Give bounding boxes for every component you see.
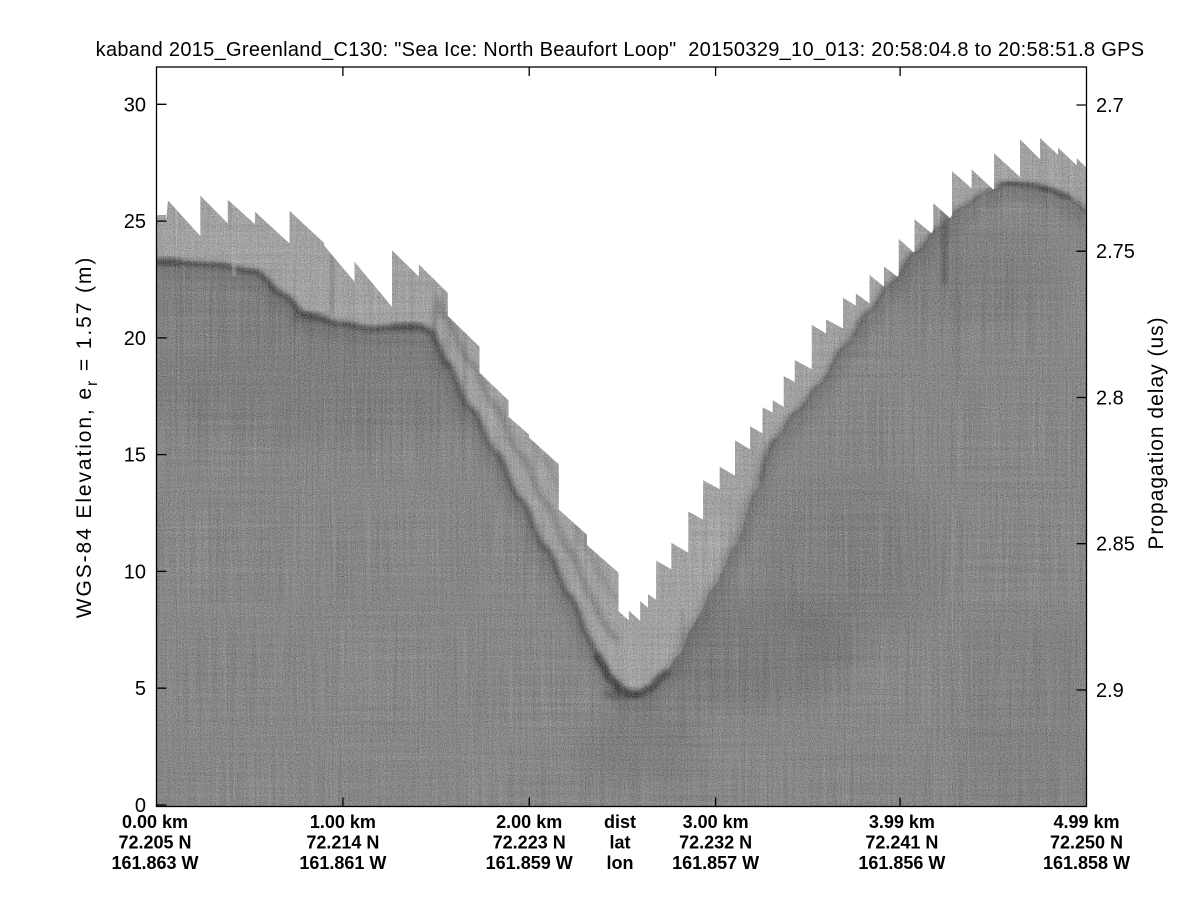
svg-text:10: 10 — [124, 561, 146, 583]
svg-text:15: 15 — [124, 445, 146, 467]
svg-text:5: 5 — [135, 678, 146, 700]
svg-text:72.250 N: 72.250 N — [1050, 833, 1123, 853]
svg-text:72.232 N: 72.232 N — [679, 833, 752, 853]
svg-text:72.223 N: 72.223 N — [493, 833, 566, 853]
svg-text:30: 30 — [124, 94, 146, 116]
svg-text:lat: lat — [609, 833, 630, 853]
svg-text:161.856 W: 161.856 W — [858, 853, 945, 873]
svg-text:lon: lon — [607, 853, 634, 873]
svg-text:2.9: 2.9 — [1096, 680, 1124, 702]
svg-text:161.857 W: 161.857 W — [672, 853, 759, 873]
svg-text:0.00 km: 0.00 km — [122, 812, 188, 832]
svg-text:2.8: 2.8 — [1096, 388, 1124, 410]
svg-text:kaband 2015_Greenland_C130: "S: kaband 2015_Greenland_C130: "Sea Ice: No… — [96, 39, 1145, 61]
svg-text:2.00 km: 2.00 km — [496, 812, 562, 832]
svg-text:3.99 km: 3.99 km — [869, 812, 935, 832]
svg-text:1.00 km: 1.00 km — [310, 812, 376, 832]
svg-text:2.85: 2.85 — [1096, 534, 1135, 556]
svg-text:2.7: 2.7 — [1096, 95, 1124, 117]
svg-text:0: 0 — [135, 795, 146, 817]
svg-text:20: 20 — [124, 328, 146, 350]
svg-text:Propagation delay (us): Propagation delay (us) — [1145, 316, 1168, 549]
svg-text:161.863 W: 161.863 W — [111, 853, 198, 873]
svg-text:4.99 km: 4.99 km — [1053, 812, 1119, 832]
svg-text:72.214 N: 72.214 N — [306, 833, 379, 853]
svg-text:2.75: 2.75 — [1096, 241, 1135, 263]
svg-text:dist: dist — [604, 812, 636, 832]
svg-text:72.241 N: 72.241 N — [865, 833, 938, 853]
svg-text:161.859 W: 161.859 W — [486, 853, 573, 873]
svg-text:161.858 W: 161.858 W — [1043, 853, 1130, 873]
svg-text:161.861 W: 161.861 W — [299, 853, 386, 873]
svg-text:25: 25 — [124, 211, 146, 233]
svg-text:72.205 N: 72.205 N — [118, 833, 191, 853]
svg-text:3.00 km: 3.00 km — [683, 812, 749, 832]
